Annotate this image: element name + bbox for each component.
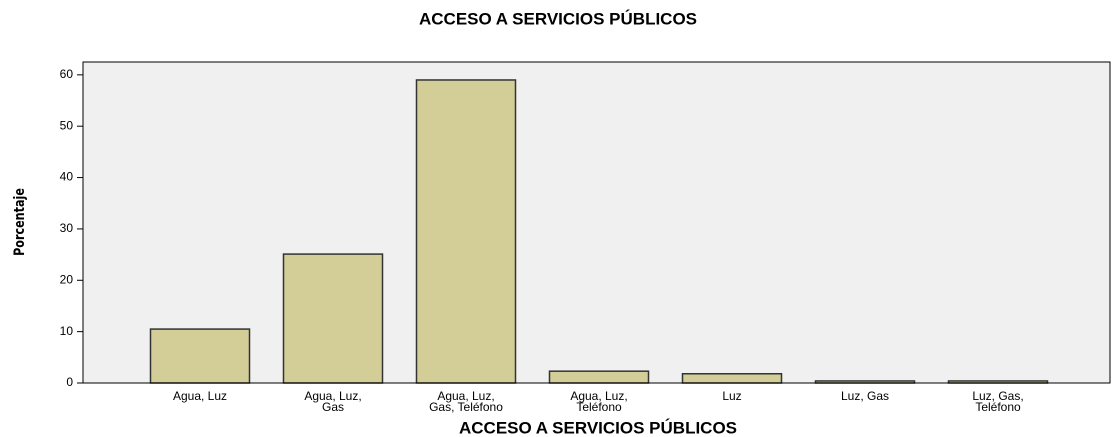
y-tick-label: 0: [66, 375, 73, 389]
y-tick-label: 50: [60, 118, 74, 132]
plot-area: [83, 62, 1110, 383]
plot-border: [82, 61, 1111, 384]
y-tick-label: 20: [60, 272, 74, 286]
bar: [415, 79, 517, 384]
bar: [548, 370, 650, 384]
x-tick-label: Luz, Gas, Teléfono: [972, 389, 1024, 414]
chart-title: ACCESO A SERVICIOS PÚBLICOS: [419, 9, 697, 28]
x-tick-label: Agua, Luz, Gas: [304, 389, 362, 414]
y-tick-label: 30: [60, 221, 74, 235]
x-tick-label: Luz: [722, 389, 742, 403]
x-tick-label: Agua, Luz: [172, 389, 228, 403]
y-tick-label: 10: [60, 324, 74, 338]
bar: [282, 253, 384, 384]
y-axis-title: Porcentaje: [11, 188, 28, 256]
y-tick-label: 40: [60, 170, 74, 184]
y-tick-label: 60: [60, 67, 74, 81]
bar: [681, 373, 783, 384]
x-tick-label: Agua, Luz, Gas, Teléfono: [429, 389, 503, 414]
bar: [149, 328, 251, 384]
x-axis-title: ACCESO A SERVICIOS PÚBLICOS: [459, 418, 737, 437]
x-tick-label: Agua, Luz, Teléfono: [570, 389, 628, 414]
x-tick-label: Luz, Gas: [840, 389, 890, 403]
